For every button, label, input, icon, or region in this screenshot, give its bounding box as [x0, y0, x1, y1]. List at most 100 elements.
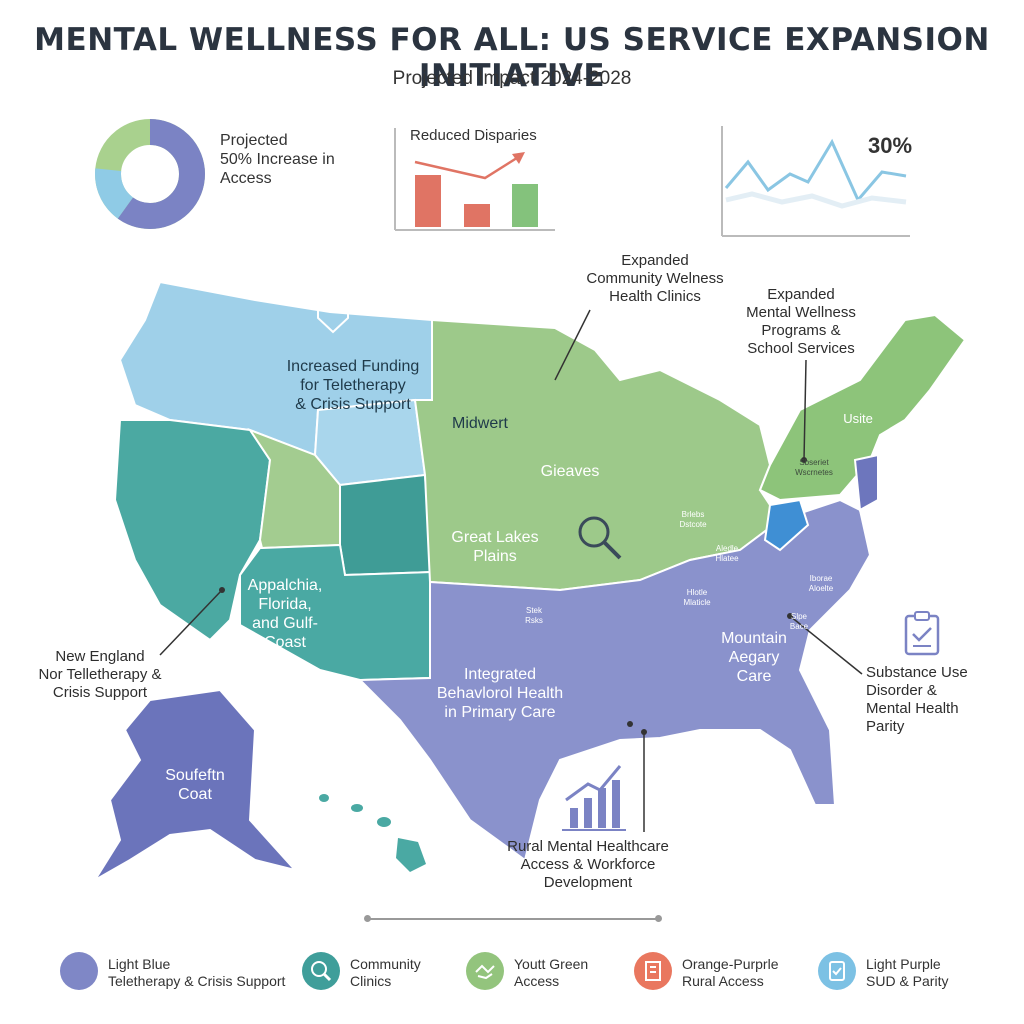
- map-label-appalachia-1: Appalchia,: [247, 577, 323, 594]
- map-small-carolina-1: Iborae: [809, 574, 833, 583]
- line-chart: [721, 126, 910, 237]
- legend-community-line2: Clinics: [350, 973, 392, 989]
- hawaii-island-3: [377, 817, 391, 827]
- callout-dot-substance: [787, 613, 793, 619]
- map-small-ar: Hlotle Mlaticle: [672, 588, 722, 608]
- legend-swatch-orange: [634, 952, 672, 990]
- map-label-appalachia-2: Florida,: [258, 596, 312, 613]
- map-small-tx-2: Rsks: [525, 616, 543, 625]
- shield-icon: [317, 288, 349, 334]
- map-small-ne-2: Wscrnetes: [795, 468, 833, 477]
- legend-swatch-purple: [60, 952, 98, 990]
- map-label-teletherapy: Increased Funding for Teletherapy & Cris…: [268, 357, 438, 414]
- trend-arrow: [414, 154, 521, 180]
- line-series: [724, 138, 907, 203]
- map-label-integrated: Integrated Behavlorol Health in Primary …: [420, 665, 580, 722]
- map-label-integrated-1: Integrated: [463, 666, 537, 683]
- callout-rural: Rural Mental Healthcare Access & Workfor…: [488, 838, 688, 892]
- legend-community-line1: Community: [350, 956, 421, 972]
- search-icon: [311, 961, 332, 982]
- bar-chart: [394, 128, 555, 231]
- callout-line-new-england: [159, 589, 223, 656]
- callout-community-2: Community Welness: [586, 270, 724, 287]
- legend-text-community: Community Clinics: [350, 956, 421, 990]
- line-series-shadow: [725, 191, 907, 209]
- legend-text-rural: Orange-Purprle Rural Access: [682, 956, 779, 990]
- map-small-ar-2: Mlaticle: [683, 598, 711, 607]
- callout-line-community: [554, 309, 591, 381]
- callout-new-england: New England Nor Telletherapy & Crisis Su…: [30, 648, 170, 702]
- map-label-appalachia-4: Coast: [264, 634, 306, 651]
- map-small-nc: Slpe Bace: [784, 612, 814, 632]
- callout-dot-rural-2: [627, 721, 633, 727]
- legend-swatch-green: [466, 952, 504, 990]
- callout-school-2: Mental Wellness: [746, 304, 856, 321]
- donut-caption-line2: 50% Increase in: [220, 151, 335, 168]
- bar-2: [464, 204, 490, 227]
- region-mid-atlantic: [853, 453, 879, 512]
- callout-rural-3: Development: [543, 874, 633, 891]
- callout-dot-rural: [641, 729, 647, 735]
- map-small-ar-1: Hlotle: [686, 588, 708, 597]
- callout-new-england-2: Nor Telletherapy &: [38, 666, 162, 683]
- search-icon-handle: [602, 540, 622, 560]
- callout-substance-3: Mental Health: [866, 700, 959, 717]
- legend-swatch-teal: [302, 952, 340, 990]
- trend-arrowhead: [512, 152, 525, 164]
- legend-text-teletherapy: Light Blue Teletherapy & Crisis Support: [108, 956, 285, 990]
- map-label-mountain-1: Mountain: [721, 630, 787, 647]
- callout-school-services: Expanded Mental Wellness Programs & Scho…: [728, 286, 874, 358]
- callout-community-clinics: Expanded Community Welness Health Clinic…: [575, 252, 735, 306]
- map-small-oh2-2: Hlatee: [715, 554, 739, 563]
- map-label-appalachia: Appalchia, Florida, and Gulf- Coast: [240, 576, 330, 652]
- map-label-mountain: Mountain Aegary Care: [706, 629, 802, 686]
- bar-3: [512, 184, 538, 227]
- legend-teletherapy-line1: Light Blue: [108, 956, 171, 972]
- map-small-oh1-1: Brlebs: [681, 510, 705, 519]
- map-label-great-lakes: Great Lakes Plains: [440, 528, 550, 566]
- map-label-midwest: Midwert: [451, 415, 508, 432]
- map-small-oh1: Brlebs Dstcote: [668, 510, 718, 530]
- legend-divider: [367, 918, 659, 920]
- map-small-tx-1: Stek: [525, 606, 542, 615]
- map-label-integrated-3: in Primary Care: [444, 704, 556, 721]
- map-label-mountain-3: Care: [736, 668, 772, 685]
- map-label-southern-2: Coat: [178, 786, 212, 803]
- map-small-oh1-2: Dstcote: [679, 520, 707, 529]
- donut-caption: Projected 50% Increase in Access: [220, 131, 335, 188]
- callout-dot-new-england: [219, 587, 225, 593]
- callout-line-substance: [789, 615, 863, 675]
- map-small-carolina: Iborae Aloelte: [796, 574, 846, 594]
- clipboard-icon: [829, 961, 845, 981]
- callout-school-3: Programs &: [761, 322, 841, 339]
- us-map: [94, 280, 967, 881]
- hawaii-island-2: [351, 804, 363, 812]
- map-label-great-lakes-2: Plains: [473, 548, 517, 565]
- region-alaska: [94, 688, 298, 881]
- callout-school-4: School Services: [747, 340, 855, 357]
- map-label-mountain-2: Aegary: [728, 649, 780, 666]
- map-label-gieaves: Gieaves: [540, 463, 600, 480]
- callout-community-1: Expanded: [621, 252, 689, 269]
- legend-swatch-light-blue: [818, 952, 856, 990]
- legend-text-green: Youtt Green Access: [514, 956, 588, 990]
- map-label-teletherapy-3: & Crisis Support: [295, 396, 411, 413]
- region-northeast: [758, 313, 967, 502]
- hawaii-island-1: [319, 794, 329, 802]
- map-small-carolina-2: Aloelte: [808, 584, 834, 593]
- legend-sud-line2: SUD & Parity: [866, 973, 949, 989]
- map-label-southern-1: Soufeftn: [165, 767, 225, 784]
- legend-green-line2: Access: [514, 973, 560, 989]
- handshake-icon: [475, 964, 495, 980]
- bar-growth-icon: [562, 765, 626, 831]
- map-label-southern: Soufeftn Coat: [150, 766, 240, 804]
- legend-teletherapy-line2: Teletherapy & Crisis Support: [108, 973, 286, 989]
- callout-dot-school: [801, 457, 807, 463]
- page-subtitle: Projected Impact 2024-2028: [392, 68, 632, 89]
- callout-substance-2: Disorder &: [866, 682, 937, 699]
- map-label-teletherapy-2: for Teletherapy: [300, 377, 406, 394]
- callout-line-school: [803, 359, 807, 461]
- map-small-nc-1: Slpe: [790, 612, 807, 621]
- legend-divider-end-right: [655, 915, 662, 922]
- callout-new-england-3: Crisis Support: [52, 684, 148, 701]
